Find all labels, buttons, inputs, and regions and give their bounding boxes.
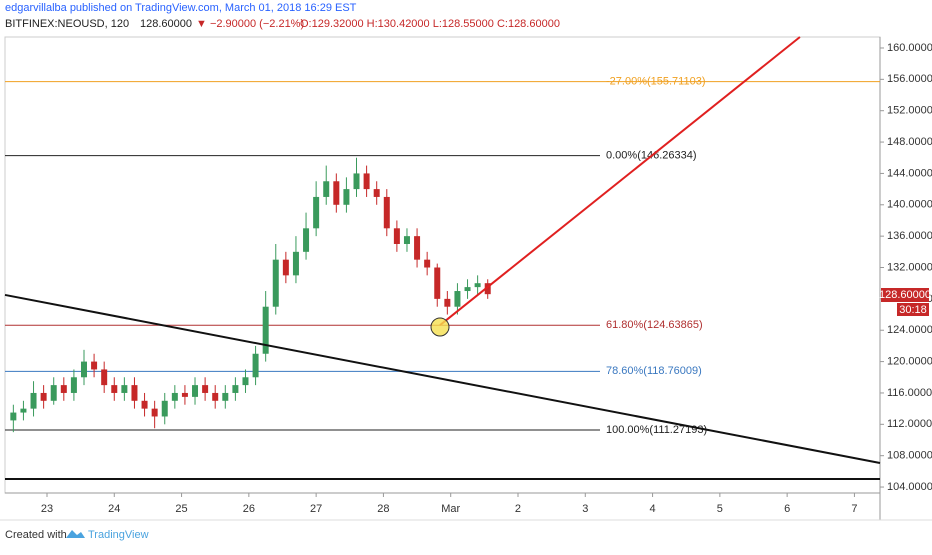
candle-body [393, 228, 400, 244]
candle-body [424, 259, 431, 268]
symbol: BITFINEX:NEOUSD, 120 [5, 18, 129, 30]
candle-body [222, 392, 229, 401]
x-tick-label: 3 [582, 503, 588, 515]
y-tick-label: 148.00000 [887, 136, 932, 148]
candle-body [151, 408, 158, 417]
y-tick-label: 112.00000 [887, 418, 932, 430]
x-tick-label: 23 [41, 503, 53, 515]
candle-body [192, 385, 199, 397]
highlight-circle [430, 317, 450, 337]
candle-body [353, 173, 360, 190]
x-tick-label: 28 [377, 503, 389, 515]
candle-body [40, 392, 47, 401]
fib-label: 78.60%(118.76009) [606, 365, 702, 377]
y-tick-label: 132.00000 [887, 261, 932, 273]
candle-body [272, 259, 279, 307]
candle-body [373, 189, 380, 197]
x-tick-label: 24 [108, 503, 120, 515]
candle-body [414, 236, 421, 260]
y-tick-label: 124.00000 [887, 324, 932, 336]
x-tick-label: 4 [650, 503, 656, 515]
trend-line [4, 293, 881, 464]
candle-body [434, 267, 441, 299]
ohlc: O:129.32000 H:130.42000 L:128.55000 C:12… [300, 18, 560, 30]
candle-body [10, 412, 17, 421]
candle-body [303, 228, 310, 252]
candle-body [474, 283, 481, 288]
price-badge [881, 288, 929, 302]
x-tick-label: 6 [784, 503, 790, 515]
candle-body [161, 400, 168, 417]
y-tick-label: 152.00000 [887, 105, 932, 117]
x-tick-label: 25 [175, 503, 187, 515]
candle-body [313, 196, 320, 229]
x-tick-label: 26 [243, 503, 255, 515]
y-tick-label: 136.00000 [887, 230, 932, 242]
y-tick-label: 160.00000 [887, 42, 932, 54]
countdown-badge [897, 303, 929, 316]
x-tick-label: Mar [441, 503, 460, 515]
candle-body [101, 369, 108, 386]
candle-body [141, 400, 148, 409]
y-tick-label: 140.00000 [887, 199, 932, 211]
candle-body [333, 181, 340, 205]
candle-body [444, 298, 451, 307]
candle-body [121, 385, 128, 393]
x-tick-label: 5 [717, 503, 723, 515]
footer-created: Created with [5, 529, 67, 541]
x-tick-label: 2 [515, 503, 521, 515]
footer-brand: TradingView [88, 529, 149, 541]
candle-body [484, 283, 491, 295]
fib-label: 61.80%(124.63865) [606, 319, 703, 331]
candle-body [343, 189, 350, 205]
publisher: edgarvillalba published on TradingView.c… [5, 2, 357, 14]
countdown-text: 30:18 [899, 304, 927, 316]
candle-body [20, 408, 27, 413]
y-tick-label: 144.00000 [887, 167, 932, 179]
candle-body [111, 385, 118, 393]
y-tick-label: 108.00000 [887, 450, 932, 462]
candle-body [242, 377, 249, 386]
change: ▼ −2.90000 (−2.21%) [196, 18, 304, 30]
y-tick-label: 120.00000 [887, 356, 932, 368]
candle-body [363, 173, 370, 190]
x-tick-label: 7 [851, 503, 857, 515]
y-tick-label: 104.00000 [887, 481, 932, 493]
logo [66, 530, 85, 538]
fib-label: 100.00%(111.27193) [606, 424, 707, 436]
y-tick-label: 156.00000 [887, 73, 932, 85]
candle-body [292, 251, 299, 276]
candle-body [252, 353, 259, 378]
candle-body [212, 392, 219, 401]
candle-body [282, 259, 289, 276]
candle-body [464, 287, 471, 292]
candle-body [50, 385, 57, 401]
candle-body [202, 385, 209, 393]
candle-body [403, 236, 410, 244]
candle-body [181, 392, 188, 397]
candle-body [80, 361, 87, 378]
y-tick-label: 116.00000 [887, 387, 932, 399]
trend-line [439, 36, 801, 326]
last-price: 128.60000 [140, 18, 192, 30]
candle-body [323, 181, 330, 197]
candle-body [91, 361, 98, 370]
candle-body [131, 385, 138, 401]
candle-body [383, 196, 390, 229]
candle-body [232, 385, 239, 393]
candle-body [454, 291, 461, 307]
candle-body [262, 306, 269, 354]
price-badge-text: 128.60000 [879, 289, 931, 301]
x-tick-label: 27 [310, 503, 322, 515]
candle-body [30, 392, 37, 409]
fib-label: -27.00%(155.71103) [606, 76, 705, 88]
candle-body [171, 392, 178, 401]
candle-body [70, 377, 77, 393]
candle-body [60, 385, 67, 393]
